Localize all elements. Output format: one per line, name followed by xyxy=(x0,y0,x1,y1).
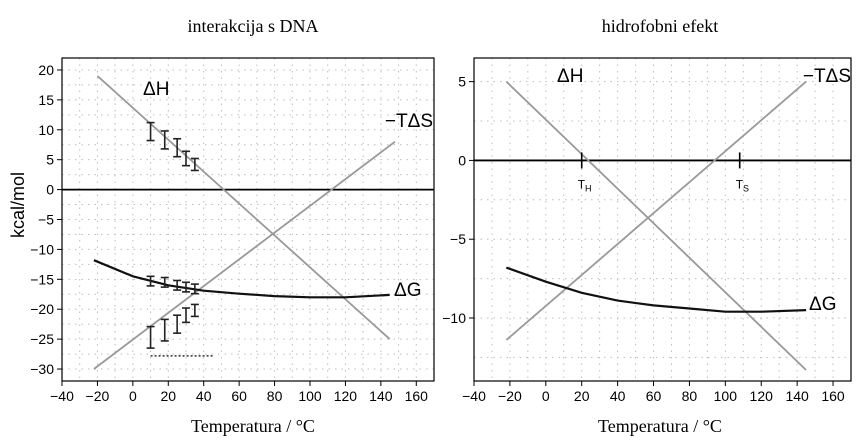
error-bar xyxy=(190,283,199,295)
plot-frame xyxy=(61,57,435,382)
plot-frame xyxy=(473,57,852,382)
y-tick-label: −10 xyxy=(442,310,466,326)
x-tick-label: 60 xyxy=(646,388,662,404)
x-tick-label: 160 xyxy=(821,388,845,404)
series-label: ΔH xyxy=(143,79,169,100)
marker-letter: T xyxy=(578,177,586,191)
x-tick-label: 140 xyxy=(369,388,393,404)
error-bar xyxy=(160,130,169,150)
x-tick-label: 60 xyxy=(231,388,247,404)
error-bar xyxy=(173,137,182,158)
error-bar xyxy=(173,314,182,334)
series-label: −TΔS xyxy=(803,66,851,87)
y-tick-label: −5 xyxy=(450,231,466,247)
y-tick-label: 15 xyxy=(38,92,54,108)
error-bar xyxy=(160,318,169,342)
temperature-marker-label: TH xyxy=(578,177,592,193)
error-bar xyxy=(173,279,182,291)
chart-title: interakcija s DNA xyxy=(188,16,319,36)
x-tick-label: 100 xyxy=(714,388,738,404)
series-label: ΔG xyxy=(809,294,836,315)
series-line-dg xyxy=(93,259,390,299)
y-tick-label: −15 xyxy=(30,271,54,287)
y-axis-label: kcal/mol xyxy=(8,172,28,238)
series-label: ΔG xyxy=(394,280,421,301)
x-tick-label: 40 xyxy=(610,388,626,404)
x-tick-label: 120 xyxy=(334,388,358,404)
x-tick-label: 40 xyxy=(196,388,212,404)
x-tick-label: 20 xyxy=(160,388,176,404)
chart-title: hidrofobni efekt xyxy=(602,16,718,36)
y-tick-label: 20 xyxy=(38,62,54,78)
y-tick-label: 5 xyxy=(458,74,466,90)
x-tick-label: −40 xyxy=(462,388,486,404)
x-tick-label: 20 xyxy=(574,388,590,404)
x-axis-label: Temperatura / °C xyxy=(191,416,315,436)
x-tick-label: 0 xyxy=(129,388,137,404)
series-line-tds xyxy=(93,140,396,370)
series-line-dh xyxy=(505,80,807,371)
series-line-dh xyxy=(96,75,391,340)
y-tick-label: −5 xyxy=(38,212,54,228)
chart-interakcija: interakcija s DNA Temperatura / °C kcal/… xyxy=(8,16,435,436)
y-tick-label: 10 xyxy=(38,122,54,138)
temperature-marker-label: TS xyxy=(736,177,749,193)
error-bar xyxy=(182,281,190,293)
error-bar xyxy=(146,275,155,287)
grid xyxy=(62,58,434,381)
error-bar xyxy=(182,150,190,167)
series-label: −TΔS xyxy=(385,111,433,132)
marker-subscript: H xyxy=(585,183,592,193)
x-tick-label: −20 xyxy=(498,388,522,404)
x-axis-label: Temperatura / °C xyxy=(598,416,722,436)
x-tick-label: 0 xyxy=(542,388,550,404)
y-tick-label: 0 xyxy=(46,182,54,198)
marker-letter: T xyxy=(736,177,744,191)
x-tick-label: −20 xyxy=(86,388,110,404)
y-tick-label: 5 xyxy=(46,152,54,168)
error-bar xyxy=(190,303,199,318)
x-tick-label: 80 xyxy=(682,388,698,404)
chart-hidrofobni: hidrofobni efekt Temperatura / °C −40 −20… xyxy=(442,16,852,436)
error-bar xyxy=(190,157,199,172)
y-tick-label: −20 xyxy=(30,301,54,317)
y-tick-label: 0 xyxy=(458,152,466,168)
x-tick-label: 80 xyxy=(267,388,283,404)
error-bar xyxy=(146,121,155,142)
series-label: ΔH xyxy=(557,66,583,87)
grid xyxy=(474,58,851,381)
x-tick-label: 100 xyxy=(298,388,322,404)
y-tick-label: −10 xyxy=(30,241,54,257)
y-tick-label: −25 xyxy=(30,331,54,347)
x-tick-label: 160 xyxy=(405,388,429,404)
error-bar xyxy=(160,276,169,288)
y-tick-label: −30 xyxy=(30,361,54,377)
x-tick-label: 120 xyxy=(750,388,774,404)
x-tick-label: 140 xyxy=(785,388,809,404)
marker-subscript: S xyxy=(743,183,749,193)
x-tick-label: −40 xyxy=(50,388,74,404)
series-line-dg xyxy=(505,266,807,313)
series-line-tds xyxy=(505,80,807,341)
error-bar xyxy=(182,307,190,324)
error-bar xyxy=(146,325,155,349)
